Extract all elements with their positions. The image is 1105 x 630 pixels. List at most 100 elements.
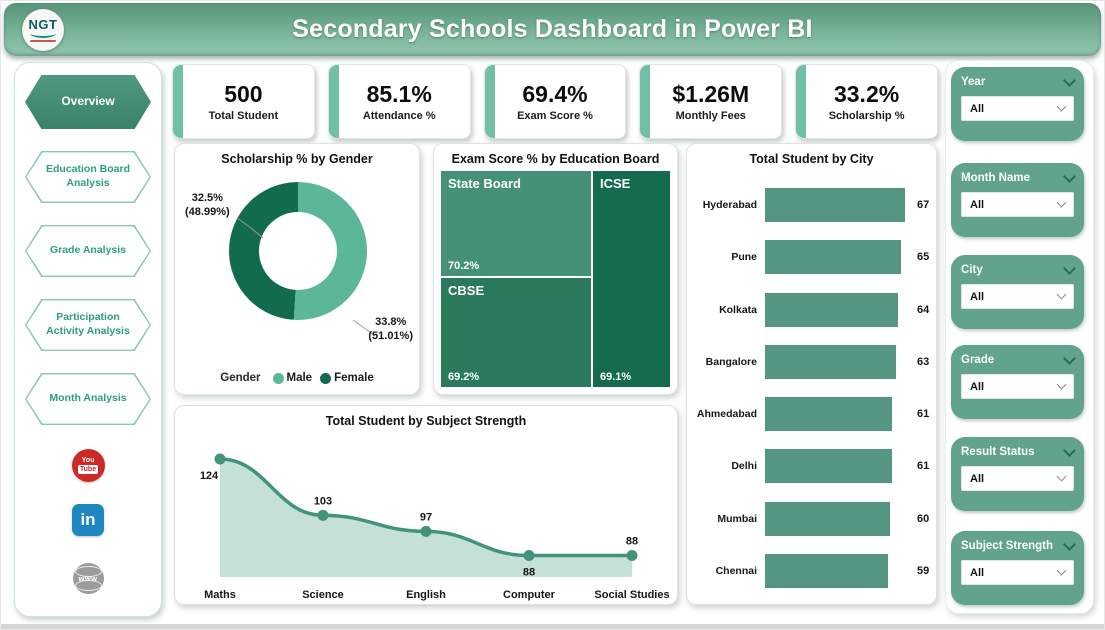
donut-plot-area: 32.5% (48.99%) 33.8% (51.01%) (175, 168, 419, 358)
header: NGT Secondary Schools Dashboard in Power… (4, 3, 1101, 56)
x-axis-label: Computer (503, 589, 556, 601)
data-point-english[interactable] (420, 525, 432, 537)
data-point-science[interactable] (317, 509, 329, 521)
kpi-label: Scholarship % (828, 109, 905, 122)
bar-track (765, 397, 911, 432)
year-dropdown[interactable]: All (961, 96, 1074, 121)
bar-delhi[interactable] (765, 449, 893, 484)
bar-category-label: Hyderabad (702, 199, 757, 211)
cell-value: 70.2% (448, 260, 480, 273)
chevron-down-icon (1063, 537, 1076, 551)
bar-bangalore[interactable] (765, 344, 897, 379)
bar-row-ahmedabad: Ahmedabad 61 (695, 397, 930, 432)
subject-strength-dropdown[interactable]: All (961, 560, 1074, 585)
data-point-social-studies[interactable] (626, 550, 638, 562)
dropdown-selected-value: All (970, 290, 985, 303)
legend-item-female[interactable]: Female (320, 372, 374, 384)
filter-header-month-name[interactable]: Month Name (961, 169, 1076, 184)
chevron-down-icon (1063, 351, 1076, 365)
kpi-value: $1.26M (672, 81, 750, 108)
city-dropdown[interactable]: All (961, 284, 1074, 309)
treemap-cell-cbse[interactable]: CBSE 69.2% (441, 278, 591, 387)
treemap-cell-state-board[interactable]: State Board 70.2% (441, 171, 591, 277)
bar-pune[interactable] (765, 240, 901, 275)
filter-header-result-status[interactable]: Result Status (961, 443, 1076, 458)
data-label: 103 (314, 495, 332, 507)
x-axis-label: Maths (204, 589, 236, 601)
window-bottom-edge (0, 624, 1105, 630)
month-name-dropdown[interactable]: All (961, 192, 1074, 217)
legend-label: Female (334, 372, 374, 384)
dropdown-selected-value: All (970, 198, 985, 211)
filter-title: Year (961, 76, 986, 88)
chart-title: Exam Score % by Education Board (451, 152, 660, 166)
bar-kolkata[interactable] (765, 292, 899, 327)
sidebar-item-participation-activity-analysis[interactable]: Participation Activity Analysis (25, 299, 151, 351)
grade-dropdown[interactable]: All (961, 374, 1074, 399)
kpi-value: 500 (224, 81, 263, 108)
data-label: 124 (200, 470, 219, 482)
bar-value-label: 67 (917, 199, 930, 211)
kpi-accent-bar (173, 65, 183, 138)
bar-row-pune: Pune 65 (695, 240, 930, 275)
legend-item-male[interactable]: Male (272, 372, 312, 384)
kpi-card-monthly-fees: $1.26M Monthly Fees (639, 64, 783, 139)
bar-value-label: 61 (917, 408, 930, 421)
female-color-dot-icon (320, 372, 332, 384)
x-axis-label: Social Studies (594, 589, 669, 601)
chevron-down-icon (1056, 379, 1067, 390)
data-point-computer[interactable] (523, 550, 535, 562)
bar-ahmedabad[interactable] (765, 397, 893, 432)
bar-mumbai[interactable] (765, 501, 891, 536)
sidebar-item-label: Overview (61, 94, 115, 109)
globe-icon-text: www (78, 574, 98, 583)
kpi-card-scholarship: 33.2% Scholarship % (795, 64, 938, 139)
data-point-maths[interactable] (214, 453, 226, 465)
kpi-row: 500 Total Student 85.1% Attendance % 69.4% Ex… (172, 64, 938, 139)
data-label: 88 (626, 536, 638, 548)
sidebar-item-month-analysis[interactable]: Month Analysis (25, 373, 151, 425)
youtube-icon[interactable]: You Tube (71, 449, 105, 482)
bar-category-label: Ahmedabad (696, 408, 757, 421)
sidebar-item-label: Participation Activity Analysis (46, 311, 130, 337)
bar-value-label: 64 (917, 303, 930, 316)
hex-inner: Education Board Analysis (26, 152, 150, 202)
male-value: 33.8% (375, 316, 407, 328)
result-status-dropdown[interactable]: All (961, 466, 1074, 491)
filter-title: Grade (961, 354, 995, 366)
filter-grade: Grade All (951, 345, 1084, 419)
kpi-value: 85.1% (366, 81, 432, 108)
filter-result-status: Result Status All (951, 437, 1084, 511)
chevron-down-icon (1056, 471, 1067, 482)
social-links: You Tube in www (71, 449, 105, 594)
sidebar-item-grade-analysis[interactable]: Grade Analysis (25, 225, 151, 277)
donut-label-male: 33.8% (51.01%) (368, 316, 413, 344)
filter-header-year[interactable]: Year (961, 73, 1076, 88)
legend-title: Gender (220, 372, 261, 384)
bar-track (765, 188, 911, 222)
bar-chennai[interactable] (765, 553, 889, 588)
filter-header-subject-strength[interactable]: Subject Strength (961, 537, 1076, 552)
dropdown-selected-value: All (970, 566, 985, 579)
hex-inner: Participation Activity Analysis (26, 300, 150, 350)
sidebar-item-education-board-analysis[interactable]: Education Board Analysis (25, 151, 151, 203)
bar-track (765, 553, 911, 588)
filter-header-grade[interactable]: Grade (961, 351, 1076, 366)
treemap-cell-icse[interactable]: ICSE 69.1% (592, 171, 670, 387)
website-globe-icon[interactable]: www (72, 563, 104, 594)
kpi-value: 69.4% (522, 81, 588, 108)
hex-inner: Overview (25, 75, 151, 129)
bar-value-label: 65 (917, 251, 930, 264)
linkedin-icon[interactable]: in (72, 504, 104, 536)
sidebar-item-overview[interactable]: Overview (25, 75, 151, 129)
filter-header-city[interactable]: City (961, 261, 1076, 276)
bar-track (765, 501, 911, 536)
filter-month-name: Month Name All (951, 163, 1084, 237)
hex-inner: Month Analysis (26, 374, 150, 424)
cell-name: CBSE (448, 283, 485, 299)
bar-category-label: Delhi (731, 460, 757, 473)
bar-hyderabad[interactable] (765, 188, 905, 222)
linkedin-icon-text: in (80, 509, 96, 529)
bar-category-label: Mumbai (717, 512, 757, 525)
chevron-down-icon (1056, 101, 1067, 112)
